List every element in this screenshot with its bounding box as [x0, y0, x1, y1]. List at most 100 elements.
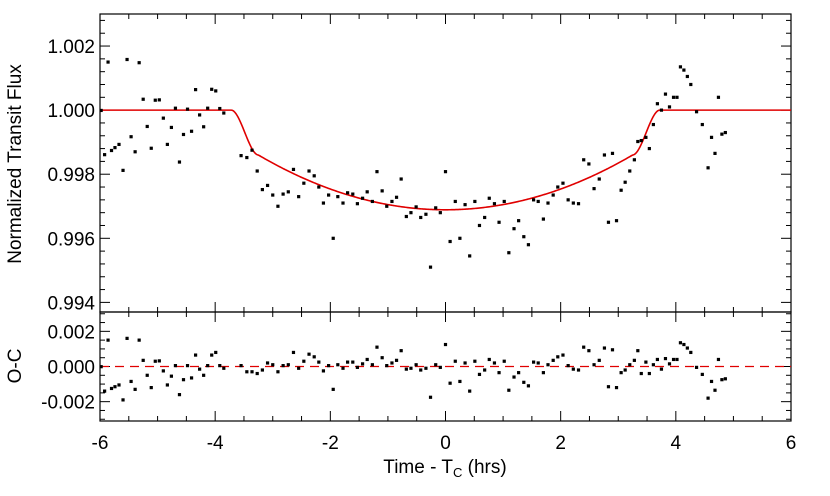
- flux-data-point: [165, 142, 169, 147]
- transit-model-curve: [100, 109, 791, 211]
- residual-y-tick-labels: -0.002 0.000 0.002: [41, 322, 95, 413]
- residual-data-point: [639, 371, 643, 376]
- flux-data-point: [713, 151, 717, 155]
- residual-data-point: [276, 370, 280, 374]
- residual-data-point: [260, 368, 264, 372]
- residual-data-point: [597, 358, 601, 362]
- residual-data-point: [448, 381, 452, 385]
- flux-data-point: [181, 132, 186, 137]
- flux-data-point: [189, 129, 194, 133]
- flux-axis-ticks: [99, 14, 792, 312]
- residual-data-point: [522, 380, 526, 384]
- residual-data-point: [675, 357, 679, 362]
- residual-data-point: [137, 338, 141, 342]
- flux-data-point: [414, 205, 418, 209]
- flux-data-point: [286, 190, 290, 194]
- residual-data-point: [336, 363, 340, 367]
- residual-data-point: [281, 364, 285, 368]
- flux-data-point: [355, 202, 359, 206]
- flux-data-point: [239, 154, 243, 158]
- flux-data-point: [636, 139, 640, 144]
- flux-data-point: [321, 201, 326, 205]
- flux-data-point: [709, 135, 714, 139]
- flux-data-point: [582, 158, 586, 162]
- residual-data-point: [331, 387, 335, 391]
- residual-data-point: [651, 363, 655, 367]
- flux-data-point: [137, 61, 141, 65]
- residual-data-point: [419, 368, 423, 372]
- residual-data-point: [706, 396, 710, 400]
- flux-y-axis-label: Normalized Transit Flux: [5, 64, 26, 264]
- residual-data-point: [149, 385, 153, 390]
- residual-data-point: [291, 350, 296, 355]
- residual-data-point: [255, 371, 259, 376]
- residual-data-point: [606, 385, 611, 389]
- flux-data-point: [106, 60, 110, 64]
- flux-data-point: [700, 122, 704, 127]
- residual-data-point: [271, 363, 275, 367]
- flux-data-point: [502, 199, 506, 204]
- flux-data-point: [483, 215, 487, 220]
- flux-data-point: [121, 168, 125, 172]
- flux-data-point: [185, 107, 190, 111]
- residual-data-point: [185, 364, 190, 368]
- flux-data-point: [492, 202, 497, 206]
- flux-data-point: [370, 199, 374, 204]
- residual-y-axis-label: O-C: [5, 349, 26, 384]
- time-x-tick-labels: -6 -4 -2 0 2 4 6: [92, 433, 797, 454]
- time-x-tick-label: -6: [92, 433, 109, 454]
- flux-data-point: [632, 158, 636, 162]
- residual-data-point: [109, 386, 114, 391]
- flux-data-point: [125, 57, 129, 62]
- flux-y-tick-labels: 0.994 0.996 0.998 1.000 1.002: [47, 37, 95, 314]
- residual-panel: -0.002 0.000 0.002 -6 -4 -2 0 2 4 6 O-C Time - T…: [5, 311, 797, 480]
- flux-data-point: [149, 146, 153, 150]
- flux-y-tick-label: 1.000: [47, 101, 95, 122]
- residual-data-point: [477, 372, 482, 377]
- residual-data-point: [385, 364, 389, 368]
- residual-data-point: [106, 338, 110, 342]
- flux-data-point: [133, 150, 137, 154]
- flux-data-point: [202, 125, 206, 129]
- residual-data-point: [380, 356, 384, 360]
- flux-data-point: [551, 193, 555, 197]
- flux-data-point: [546, 201, 550, 205]
- residual-data-point: [157, 359, 161, 363]
- residual-y-tick-label: 0.002: [47, 322, 95, 343]
- flux-y-tick-label: 1.002: [47, 37, 95, 58]
- residual-data-point: [610, 348, 615, 352]
- residual-data-point: [659, 367, 664, 371]
- residual-data-point: [181, 378, 186, 382]
- flux-data-point: [659, 108, 664, 112]
- flux-data-point: [463, 203, 467, 207]
- residual-data-point: [685, 346, 689, 350]
- residual-data-points: [99, 336, 727, 402]
- residual-data-point: [129, 379, 133, 384]
- flux-data-point: [380, 189, 384, 193]
- flux-data-point: [448, 239, 452, 244]
- flux-data-point: [428, 265, 433, 269]
- flux-data-point: [169, 125, 174, 130]
- flux-data-point: [297, 195, 301, 199]
- flux-y-tick-label: 0.996: [47, 229, 95, 250]
- residual-data-point: [678, 341, 683, 345]
- flux-data-points: [99, 57, 727, 269]
- residual-data-point: [414, 363, 418, 367]
- residual-data-point: [632, 358, 636, 362]
- flux-data-point: [689, 82, 693, 87]
- residual-data-point: [713, 388, 717, 392]
- residual-data-point: [409, 366, 413, 370]
- time-x-axis-label: Time - TC (hrs): [383, 457, 506, 480]
- flux-data-point: [720, 132, 724, 136]
- residual-data-point: [341, 366, 345, 370]
- residual-data-point: [453, 359, 457, 363]
- flux-data-point: [458, 236, 462, 240]
- residual-data-point: [443, 342, 448, 347]
- flux-data-point: [399, 177, 403, 181]
- residual-data-point: [587, 349, 591, 353]
- residual-data-point: [250, 370, 254, 374]
- residual-data-point: [709, 379, 714, 384]
- flux-data-point: [245, 155, 249, 160]
- residual-data-point: [239, 364, 243, 368]
- residual-data-point: [628, 363, 632, 367]
